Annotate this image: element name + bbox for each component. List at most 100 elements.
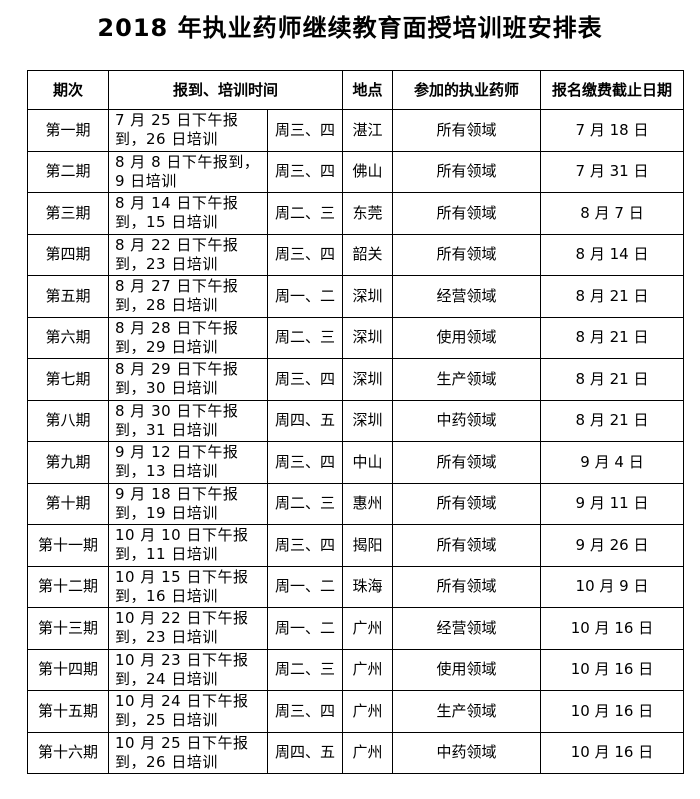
scope-cell: 中药领域 [392, 731, 541, 774]
date-cell: 8 月 22 日下午报到，23 日培训 [108, 233, 268, 276]
period-cell: 第十二期 [27, 565, 109, 608]
location-cell: 深圳 [342, 316, 393, 359]
scope-cell: 所有领域 [392, 233, 541, 276]
table-row: 第十期 9 月 18 日下午报到，19 日培训 周二、三 惠州 所有领域 9 月 11 日 [27, 482, 684, 525]
deadline-cell: 10 月 16 日 [540, 648, 684, 691]
weekday-cell: 周一、二 [267, 565, 343, 608]
date-cell: 8 月 14 日下午报到，15 日培训 [108, 192, 268, 235]
location-cell: 广州 [342, 607, 393, 650]
deadline-cell: 8 月 21 日 [540, 399, 684, 442]
period-cell: 第一期 [27, 109, 109, 152]
page-title: 2018 年执业药师继续教育面授培训班安排表 [97, 14, 603, 42]
location-cell: 深圳 [342, 358, 393, 401]
table-row: 第六期 8 月 28 日下午报到，29 日培训 周二、三 深圳 使用领域 8 月 21 日 [27, 316, 684, 359]
deadline-cell: 8 月 21 日 [540, 316, 684, 359]
deadline-cell: 7 月 31 日 [540, 150, 684, 193]
date-cell: 8 月 29 日下午报到，30 日培训 [108, 358, 268, 401]
weekday-cell: 周一、二 [267, 275, 343, 318]
header-date: 报到、培训时间 [108, 70, 343, 110]
weekday-cell: 周三、四 [267, 150, 343, 193]
date-cell: 10 月 10 日下午报到，11 日培训 [108, 524, 268, 567]
period-cell: 第四期 [27, 233, 109, 276]
period-cell: 第十四期 [27, 648, 109, 691]
table-row: 第十一期 10 月 10 日下午报到，11 日培训 周三、四 揭阳 所有领域 9 月 26… [27, 524, 684, 567]
location-cell: 广州 [342, 731, 393, 774]
scope-cell: 所有领域 [392, 441, 541, 484]
deadline-cell: 10 月 16 日 [540, 731, 684, 774]
weekday-cell: 周三、四 [267, 441, 343, 484]
location-cell: 深圳 [342, 275, 393, 318]
weekday-cell: 周三、四 [267, 524, 343, 567]
scope-cell: 所有领域 [392, 150, 541, 193]
period-cell: 第三期 [27, 192, 109, 235]
deadline-cell: 9 月 4 日 [540, 441, 684, 484]
location-cell: 广州 [342, 648, 393, 691]
date-cell: 10 月 24 日下午报到，25 日培训 [108, 690, 268, 733]
period-cell: 第二期 [27, 150, 109, 193]
weekday-cell: 周二、三 [267, 482, 343, 525]
scope-cell: 所有领域 [392, 109, 541, 152]
location-cell: 广州 [342, 690, 393, 733]
weekday-cell: 周三、四 [267, 233, 343, 276]
scope-cell: 生产领域 [392, 690, 541, 733]
scope-cell: 所有领域 [392, 565, 541, 608]
table-row: 第十三期 10 月 22 日下午报到，23 日培训 周一、二 广州 经营领域 10 月 1… [27, 607, 684, 650]
table-row: 第八期 8 月 30 日下午报到，31 日培训 周四、五 深圳 中药领域 8 月 21 日 [27, 399, 684, 442]
period-cell: 第七期 [27, 358, 109, 401]
location-cell: 揭阳 [342, 524, 393, 567]
date-cell: 8 月 30 日下午报到，31 日培训 [108, 399, 268, 442]
table-row: 第四期 8 月 22 日下午报到，23 日培训 周三、四 韶关 所有领域 8 月 14 日 [27, 233, 684, 276]
deadline-cell: 10 月 9 日 [540, 565, 684, 608]
header-location: 地点 [342, 70, 393, 110]
deadline-cell: 8 月 21 日 [540, 275, 684, 318]
weekday-cell: 周四、五 [267, 731, 343, 774]
weekday-cell: 周三、四 [267, 358, 343, 401]
header-row: 期次 报到、培训时间 地点 参加的执业药师 报名缴费截止日期 [27, 70, 684, 110]
date-cell: 10 月 25 日下午报到，26 日培训 [108, 731, 268, 774]
weekday-cell: 周三、四 [267, 690, 343, 733]
weekday-cell: 周二、三 [267, 648, 343, 691]
header-scope: 参加的执业药师 [392, 70, 541, 110]
location-cell: 东莞 [342, 192, 393, 235]
weekday-cell: 周二、三 [267, 316, 343, 359]
weekday-cell: 周三、四 [267, 109, 343, 152]
date-cell: 8 月 28 日下午报到，29 日培训 [108, 316, 268, 359]
location-cell: 佛山 [342, 150, 393, 193]
period-cell: 第十六期 [27, 731, 109, 774]
table-row: 第十六期 10 月 25 日下午报到，26 日培训 周四、五 广州 中药领域 10 月 1… [27, 731, 684, 774]
date-cell: 7 月 25 日下午报到，26 日培训 [108, 109, 268, 152]
date-cell: 8 月 27 日下午报到，28 日培训 [108, 275, 268, 318]
period-cell: 第十三期 [27, 607, 109, 650]
table-row: 第九期 9 月 12 日下午报到，13 日培训 周三、四 中山 所有领域 9 月 4 日 [27, 441, 684, 484]
scope-cell: 所有领域 [392, 482, 541, 525]
location-cell: 深圳 [342, 399, 393, 442]
date-cell: 10 月 15 日下午报到，16 日培训 [108, 565, 268, 608]
date-cell: 9 月 12 日下午报到，13 日培训 [108, 441, 268, 484]
table-row: 第七期 8 月 29 日下午报到，30 日培训 周三、四 深圳 生产领域 8 月 21 日 [27, 358, 684, 401]
scope-cell: 生产领域 [392, 358, 541, 401]
table-row: 第三期 8 月 14 日下午报到，15 日培训 周二、三 东莞 所有领域 8 月 7 日 [27, 192, 684, 235]
deadline-cell: 8 月 21 日 [540, 358, 684, 401]
scope-cell: 所有领域 [392, 524, 541, 567]
date-cell: 10 月 23 日下午报到，24 日培训 [108, 648, 268, 691]
period-cell: 第九期 [27, 441, 109, 484]
table-row: 第二期 8 月 8 日下午报到，9 日培训 周三、四 佛山 所有领域 7 月 31 日 [27, 150, 684, 193]
weekday-cell: 周一、二 [267, 607, 343, 650]
period-cell: 第十一期 [27, 524, 109, 567]
period-cell: 第五期 [27, 275, 109, 318]
scope-cell: 中药领域 [392, 399, 541, 442]
scope-cell: 使用领域 [392, 648, 541, 691]
location-cell: 韶关 [342, 233, 393, 276]
deadline-cell: 10 月 16 日 [540, 690, 684, 733]
deadline-cell: 10 月 16 日 [540, 607, 684, 650]
period-cell: 第六期 [27, 316, 109, 359]
deadline-cell: 9 月 26 日 [540, 524, 684, 567]
table-row: 第五期 8 月 27 日下午报到，28 日培训 周一、二 深圳 经营领域 8 月 21 日 [27, 275, 684, 318]
period-cell: 第八期 [27, 399, 109, 442]
location-cell: 惠州 [342, 482, 393, 525]
deadline-cell: 7 月 18 日 [540, 109, 684, 152]
header-deadline: 报名缴费截止日期 [540, 70, 684, 110]
deadline-cell: 8 月 7 日 [540, 192, 684, 235]
location-cell: 中山 [342, 441, 393, 484]
date-cell: 10 月 22 日下午报到，23 日培训 [108, 607, 268, 650]
